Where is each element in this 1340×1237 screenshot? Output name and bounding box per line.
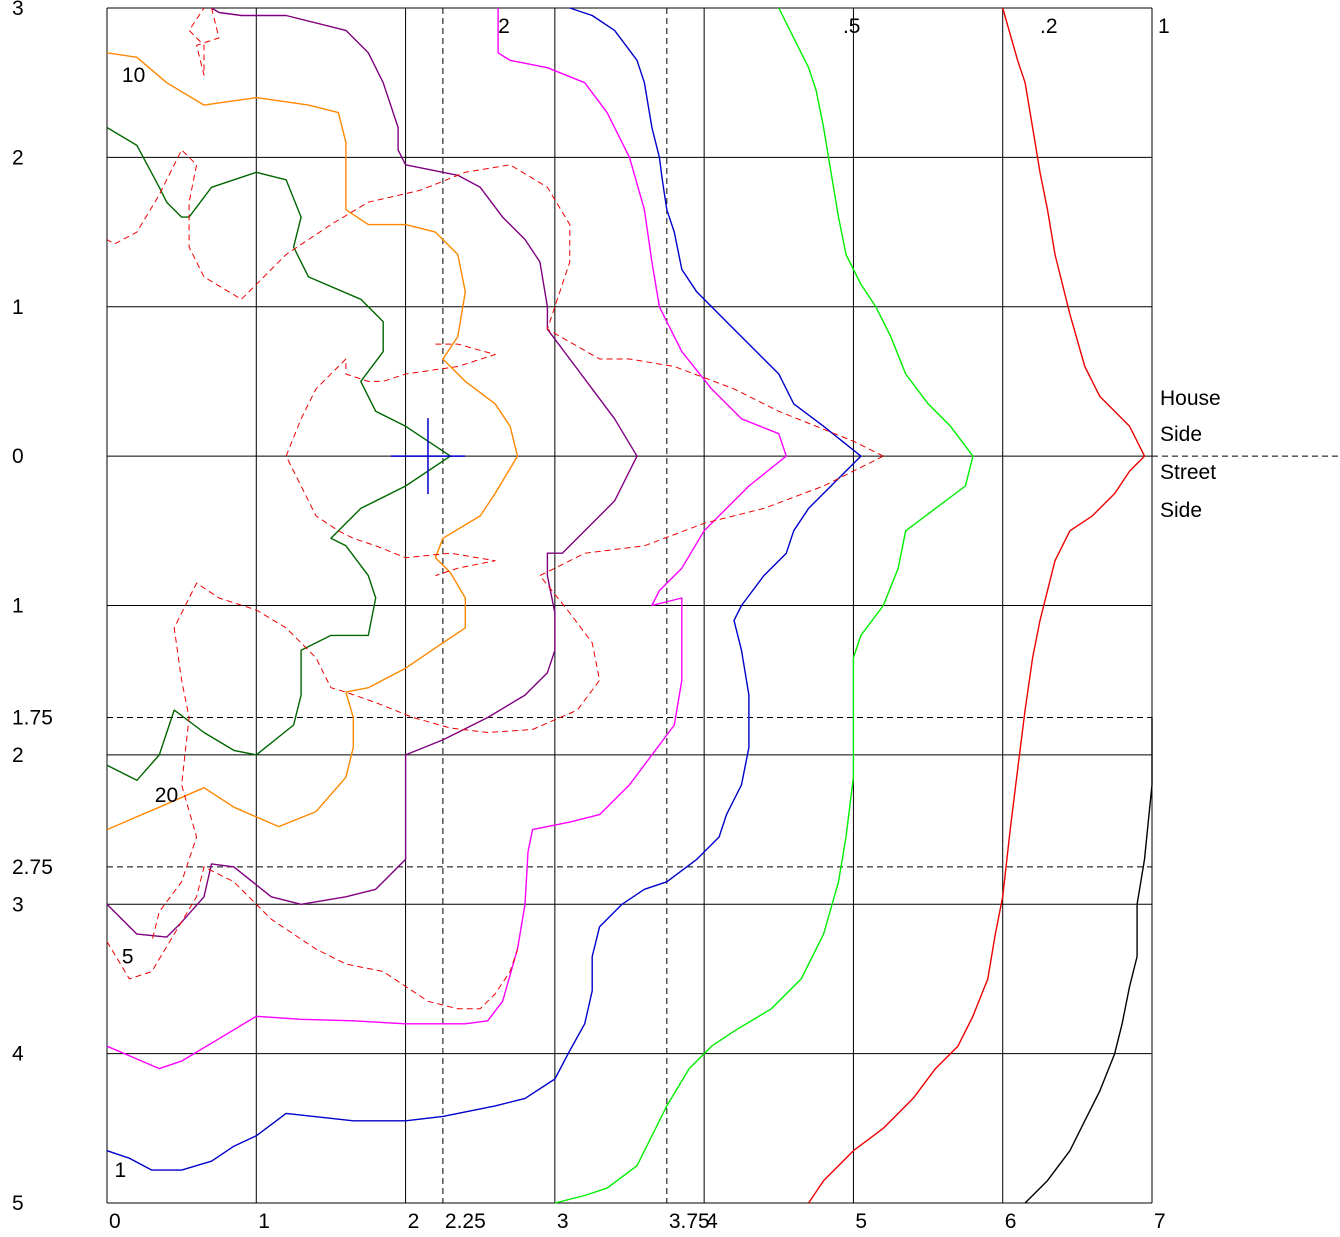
y-tick-label: 2 [12,744,24,767]
reference-lines-layer [107,8,1340,1203]
contour-line [1024,717,1153,1204]
contour-line [106,7,638,938]
x-tick-label: 3 [557,1210,569,1233]
contour-line-dashed [151,455,884,942]
y-tick-label: 1 [12,595,24,618]
contour-line [106,7,862,1171]
y-tick-label: 1.75 [12,707,53,730]
x-tick-label: 2.25 [445,1210,486,1233]
marker-layer [390,418,465,495]
street-side-label-line1: Street [1160,461,1216,484]
contour-line [106,52,519,831]
y-tick-label: 4 [12,1043,24,1066]
house-side-label-line1: House [1160,387,1221,410]
grid-layer [106,7,1153,1204]
x-tick-label: 5 [855,1210,867,1233]
contour-label: 5 [122,946,134,969]
contour-label: 1 [114,1159,126,1182]
contour-label: 10 [122,64,145,87]
y-tick-label: 5 [12,1192,24,1215]
contour-label: .5 [843,15,861,38]
contour-line-dashed [188,7,220,76]
y-tick-label: 2.75 [12,856,53,879]
contour-layer [106,7,1153,1204]
x-tick-label: 2 [408,1210,420,1233]
x-tick-label: 4 [706,1210,718,1233]
contour-line [554,7,974,1204]
y-tick-label: 0 [12,445,24,468]
y-tick-label: 3 [12,0,24,20]
contour-label: 2 [498,15,510,38]
contour-line [808,7,1146,1204]
contour-label: .2 [1040,15,1058,38]
y-tick-label: 3 [12,893,24,916]
contour-line-dashed [106,866,518,1010]
x-tick-label: 1 [258,1210,270,1233]
x-tick-label: 7 [1154,1210,1166,1233]
street-side-label-line2: Side [1160,499,1202,522]
contour-line-dashed [106,149,884,457]
contour-label: 1 [1158,15,1170,38]
contour-label: 20 [155,784,178,807]
house-side-label-line2: Side [1160,423,1202,446]
contour-line [106,126,452,781]
contour-line [106,8,787,1070]
x-tick-label: 6 [1005,1210,1017,1233]
y-tick-label: 2 [12,146,24,169]
y-tick-label: 1 [12,296,24,319]
contour-line-dashed [285,343,496,577]
x-tick-label: 0 [109,1210,121,1233]
x-tick-label: 3.75 [669,1210,710,1233]
